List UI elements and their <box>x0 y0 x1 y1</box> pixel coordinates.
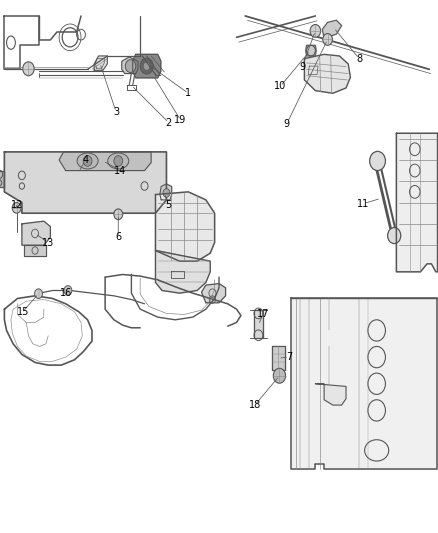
Polygon shape <box>315 384 346 405</box>
Text: 18: 18 <box>249 400 261 410</box>
Circle shape <box>23 62 34 76</box>
Ellipse shape <box>77 153 98 169</box>
Text: 15: 15 <box>17 307 29 317</box>
Text: 1: 1 <box>185 88 191 98</box>
Polygon shape <box>155 251 210 293</box>
Circle shape <box>310 25 321 37</box>
Text: 13: 13 <box>42 238 54 247</box>
Text: 12: 12 <box>11 200 23 210</box>
Polygon shape <box>254 310 263 338</box>
Circle shape <box>114 156 123 166</box>
Text: 8: 8 <box>356 54 362 63</box>
Text: 9: 9 <box>299 62 305 71</box>
Text: 3: 3 <box>113 107 119 117</box>
Text: 5: 5 <box>166 200 172 210</box>
Text: 14: 14 <box>114 166 127 175</box>
Text: 2: 2 <box>166 118 172 127</box>
Text: 11: 11 <box>357 199 370 208</box>
Circle shape <box>35 289 42 298</box>
Polygon shape <box>133 54 161 78</box>
Circle shape <box>140 58 153 74</box>
Circle shape <box>114 209 123 220</box>
Polygon shape <box>59 152 151 171</box>
Polygon shape <box>304 54 350 93</box>
Polygon shape <box>4 152 166 213</box>
Circle shape <box>323 34 332 45</box>
Text: 16: 16 <box>60 288 73 298</box>
Circle shape <box>163 189 170 197</box>
Circle shape <box>64 286 72 295</box>
Polygon shape <box>122 57 138 74</box>
Text: 7: 7 <box>286 352 292 362</box>
Text: 4: 4 <box>82 155 88 165</box>
Circle shape <box>273 368 286 383</box>
Polygon shape <box>0 171 4 187</box>
Polygon shape <box>155 192 215 261</box>
Polygon shape <box>291 298 437 469</box>
Circle shape <box>307 45 315 56</box>
Polygon shape <box>94 56 107 70</box>
Text: 9: 9 <box>284 119 290 128</box>
Polygon shape <box>160 184 172 200</box>
Circle shape <box>143 62 150 70</box>
Circle shape <box>125 60 136 72</box>
Circle shape <box>370 151 385 171</box>
Text: 6: 6 <box>115 232 121 242</box>
Circle shape <box>83 156 92 166</box>
Polygon shape <box>201 284 226 303</box>
Text: 17: 17 <box>257 310 269 319</box>
Polygon shape <box>396 133 438 272</box>
Polygon shape <box>272 346 285 370</box>
Polygon shape <box>24 245 46 256</box>
Circle shape <box>12 203 21 213</box>
Polygon shape <box>22 221 50 245</box>
Text: 19: 19 <box>174 115 187 125</box>
Text: 10: 10 <box>274 82 286 91</box>
Polygon shape <box>322 20 342 38</box>
Ellipse shape <box>108 153 129 169</box>
Polygon shape <box>306 45 316 56</box>
Circle shape <box>388 228 401 244</box>
